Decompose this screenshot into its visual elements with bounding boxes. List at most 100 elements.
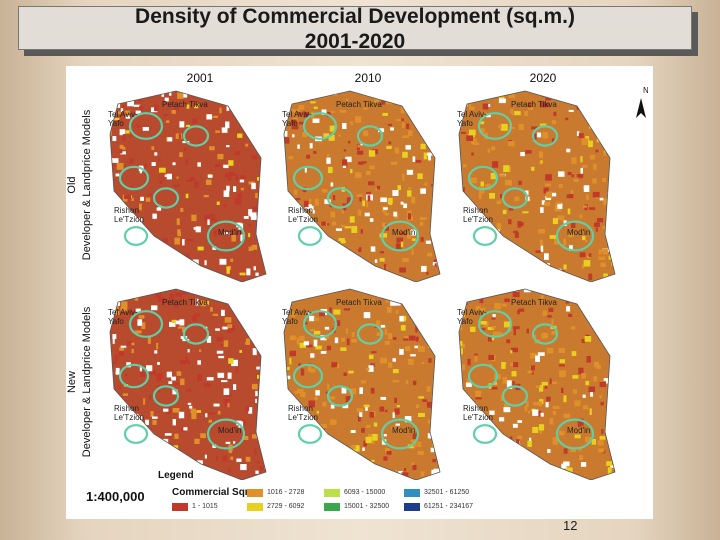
city-label-rishon: Rishon Le'Tzion [463, 404, 493, 422]
district-boundary [501, 187, 529, 209]
district-boundary [206, 220, 246, 252]
density-map [109, 288, 267, 480]
title-line-2: 2001-2020 [304, 30, 406, 53]
district-boundary [467, 165, 499, 191]
district-boundary [182, 125, 210, 147]
row-label-new-line2: Developer & Landprice Models [81, 306, 93, 458]
district-boundary [123, 226, 149, 246]
district-boundary [118, 165, 150, 191]
district-boundary [292, 363, 324, 389]
district-boundary [118, 363, 150, 389]
legend-label: 1016 - 2728 [267, 489, 305, 496]
density-map [458, 288, 616, 480]
district-boundary [152, 385, 180, 407]
legend-label: 1 - 1015 [192, 503, 218, 510]
district-boundary [206, 418, 246, 450]
district-boundary [472, 226, 498, 246]
row-label-new: New Developer & Landprice Models [65, 287, 97, 477]
district-boundary [477, 112, 513, 140]
north-label: N [643, 86, 648, 95]
legend-swatch [404, 503, 420, 511]
column-heading-2020: 2020 [529, 71, 557, 85]
legend-swatch [404, 489, 420, 497]
district-boundary [531, 323, 559, 345]
district-boundary [380, 220, 420, 252]
row-label-old: Old Developer & Landprice Models [65, 90, 97, 280]
district-boundary [182, 323, 210, 345]
district-boundary [555, 418, 595, 450]
city-label-petach-tikva: Petach Tikva [336, 100, 382, 109]
city-label-rishon: Rishon Le'Tzion [114, 206, 144, 224]
district-boundary [297, 424, 323, 444]
row-label-new-line1: New [66, 371, 78, 394]
city-label-petach-tikva: Petach Tikva [336, 298, 382, 307]
district-boundary [356, 125, 384, 147]
city-label-petach-tikva: Petach Tikva [511, 100, 557, 109]
city-label-petach-tikva: Petach Tikva [162, 100, 208, 109]
district-boundary [555, 220, 595, 252]
legend-label: 6093 - 15000 [344, 489, 386, 496]
district-boundary [531, 125, 559, 147]
slide-title: Density of Commercial Development (sq.m.… [18, 4, 692, 54]
map-scale: 1:400,000 [86, 489, 145, 504]
map-panel: Tel Aviv- Yafo Petach Tikva Rishon Le'Tzio… [106, 284, 272, 480]
district-boundary [356, 323, 384, 345]
district-boundary [297, 226, 323, 246]
city-label-tel-aviv: Tel Aviv- Yafo [457, 308, 487, 326]
city-label-petach-tikva: Petach Tikva [511, 298, 557, 307]
district-boundary [302, 112, 338, 140]
legend-swatch [247, 503, 263, 511]
city-label-tel-aviv: Tel Aviv- Yafo [282, 308, 312, 326]
district-boundary [128, 112, 164, 140]
column-heading-2010: 2010 [354, 71, 382, 85]
row-label-old-line1: Old [66, 176, 78, 194]
legend-label: 15001 - 32500 [344, 503, 390, 510]
district-boundary [380, 418, 420, 450]
map-panel: Tel Aviv- Yafo Petach Tikva Rishon Le'Tzio… [280, 284, 446, 480]
city-label-modiin: Mod'in [218, 426, 242, 435]
map-panel: Tel Aviv- Yafo Petach Tikva Rishon Le'Tzio… [455, 284, 621, 480]
district-boundary [467, 363, 499, 389]
title-box [18, 6, 692, 50]
legend-header: Commercial Sqm [172, 487, 254, 498]
district-boundary [326, 385, 354, 407]
legend-title: Legend [158, 470, 194, 481]
city-label-petach-tikva: Petach Tikva [162, 298, 208, 307]
city-label-tel-aviv: Tel Aviv- Yafo [108, 308, 138, 326]
north-arrow-icon: N [636, 86, 648, 118]
district-boundary [292, 165, 324, 191]
district-boundary [152, 187, 180, 209]
district-boundary [123, 424, 149, 444]
density-map [458, 90, 616, 282]
column-heading-2001: 2001 [186, 71, 214, 85]
district-boundary [302, 310, 338, 338]
city-label-tel-aviv: Tel Aviv- Yafo [282, 110, 312, 128]
city-label-rishon: Rishon Le'Tzion [114, 404, 144, 422]
legend-label: 61251 - 234167 [424, 503, 474, 510]
city-label-tel-aviv: Tel Aviv- Yafo [457, 110, 487, 128]
title-line-1: Density of Commercial Development (sq.m.… [135, 5, 575, 28]
city-label-tel-aviv: Tel Aviv- Yafo [108, 110, 138, 128]
city-label-rishon: Rishon Le'Tzion [288, 404, 318, 422]
legend-label: 2729 - 6092 [267, 503, 305, 510]
row-label-old-line2: Developer & Landprice Models [81, 109, 93, 261]
district-boundary [472, 424, 498, 444]
district-boundary [128, 310, 164, 338]
city-label-modiin: Mod'in [392, 426, 416, 435]
density-map [283, 288, 441, 480]
map-panel: Tel Aviv- Yafo Petach Tikva Rishon Le'Tzio… [106, 86, 272, 282]
page-number: 12 [563, 518, 578, 533]
city-label-modiin: Mod'in [567, 228, 591, 237]
map-panel: Tel Aviv- Yafo Petach Tikva Rishon Le'Tzio… [280, 86, 446, 282]
city-label-rishon: Rishon Le'Tzion [288, 206, 318, 224]
legend-swatch [172, 503, 188, 511]
legend-swatch [324, 503, 340, 511]
city-label-modiin: Mod'in [392, 228, 416, 237]
city-label-modiin: Mod'in [218, 228, 242, 237]
density-map [283, 90, 441, 282]
city-label-rishon: Rishon Le'Tzion [463, 206, 493, 224]
map-figure: 2001 2010 2020 Old Developer & Landprice… [66, 66, 653, 519]
district-boundary [501, 385, 529, 407]
legend-label: 32501 - 61250 [424, 489, 470, 496]
